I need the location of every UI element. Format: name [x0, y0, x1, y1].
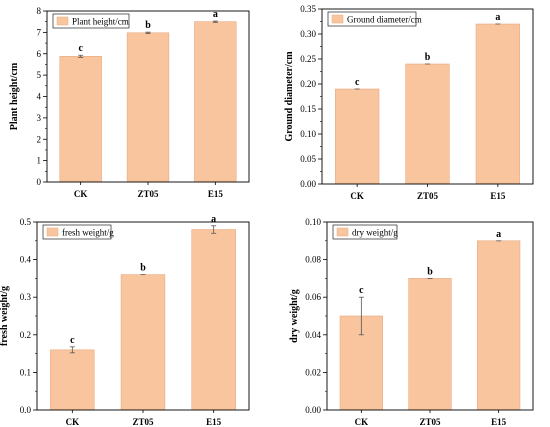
y-tick-label: 0.00	[300, 179, 316, 189]
significance-label-e15: a	[496, 229, 501, 240]
y-tick-label: 0.08	[305, 255, 321, 265]
y-tick-label: 0.02	[305, 367, 321, 377]
y-tick-label: 0.3	[20, 292, 32, 302]
bar-ck	[50, 349, 95, 411]
category-label-ck: CK	[350, 191, 364, 201]
plot-frame	[46, 10, 250, 183]
legend-box	[327, 11, 417, 27]
y-tick-label: 8	[37, 6, 42, 16]
chart-panel-1: c CK b ZT05 a E15 0 1 2 3 4 5 6 7 8 Plant height/cm Plan…	[9, 6, 250, 199]
legend-label: Plant height/cm	[72, 17, 129, 27]
bar-e15	[477, 240, 521, 411]
chart-panel-2: c CK b ZT05 a E15 0.00 0.05 0.10 0.15 0.20 0.25 0.30…	[284, 4, 534, 201]
y-axis-label: fresh weight/g	[0, 286, 10, 346]
category-label-e15: E15	[208, 189, 224, 199]
y-tick-label: 0.15	[300, 104, 316, 114]
legend-label: dry weight/g	[352, 228, 398, 238]
y-axis-label: dry weight/g	[289, 289, 300, 343]
bar-ck	[335, 88, 380, 185]
category-label-zt05: ZT05	[417, 191, 439, 201]
y-tick-label: 0	[37, 177, 42, 187]
legend-swatch	[56, 16, 69, 26]
bar-ck	[59, 56, 102, 183]
category-label-zt05: ZT05	[132, 417, 154, 427]
category-label-e15: E15	[490, 191, 506, 201]
y-tick-label: 4	[37, 92, 42, 102]
y-tick-label: 0.35	[300, 4, 316, 14]
y-tick-label: 0.4	[20, 255, 32, 265]
category-label-e15: E15	[491, 417, 507, 427]
y-tick-label: 0.10	[300, 129, 316, 139]
bar-zt05	[126, 32, 170, 183]
legend-label: fresh weight/g	[62, 228, 114, 238]
category-label-ck: CK	[66, 417, 80, 427]
y-tick-label: 0.00	[305, 405, 321, 415]
significance-label-e15: a	[495, 12, 500, 23]
y-axis-label: Ground diameter/cm	[284, 51, 295, 142]
bar-zt05	[405, 63, 450, 185]
y-tick-label: 0.06	[305, 292, 321, 302]
significance-label-ck: c	[359, 285, 364, 296]
category-label-ck: CK	[355, 417, 369, 427]
y-tick-label: 0.05	[300, 154, 316, 164]
category-label-e15: E15	[206, 417, 222, 427]
y-tick-label: 0.0	[20, 405, 32, 415]
chart-panel-3: c CK b ZT05 a E15 0.0 0.1 0.2 0.3 0.4 0.5 fresh weig…	[0, 214, 250, 427]
plot-frame	[321, 8, 534, 185]
significance-label-e15: a	[213, 9, 218, 20]
significance-label-ck: c	[70, 335, 75, 346]
y-tick-label: 0.20	[300, 79, 316, 89]
legend-swatch	[331, 14, 344, 24]
bar-zt05	[120, 274, 166, 411]
legend-box	[52, 13, 130, 29]
bar-e15	[194, 21, 237, 183]
significance-label-zt05: b	[140, 263, 146, 274]
bar-e15	[191, 229, 236, 411]
y-tick-label: 7	[37, 27, 42, 37]
y-tick-label: 0.10	[305, 217, 321, 227]
bar-zt05	[408, 278, 452, 411]
significance-label-zt05: b	[145, 20, 151, 31]
category-label-zt05: ZT05	[419, 417, 441, 427]
y-tick-label: 0.25	[300, 54, 316, 64]
plot-frame	[36, 221, 250, 411]
y-tick-label: 5	[37, 70, 42, 80]
y-tick-label: 2	[37, 134, 42, 144]
y-tick-label: 0.30	[300, 29, 316, 39]
y-tick-label: 1	[37, 156, 42, 166]
y-tick-label: 3	[37, 113, 42, 123]
y-tick-label: 0.2	[20, 330, 31, 340]
category-label-ck: CK	[74, 189, 88, 199]
legend-swatch	[46, 227, 59, 237]
y-tick-label: 0.1	[20, 367, 31, 377]
legend-box	[42, 224, 112, 240]
y-axis-label: Plant height/cm	[9, 62, 20, 130]
significance-label-ck: c	[78, 43, 83, 54]
y-tick-label: 0.5	[20, 217, 32, 227]
legend-box	[332, 224, 398, 240]
bar-ck	[339, 315, 383, 411]
significance-label-ck: c	[355, 77, 360, 88]
significance-label-zt05: b	[427, 266, 433, 277]
significance-label-e15: a	[211, 214, 216, 225]
plot-frame	[326, 221, 534, 411]
legend-label: Ground diameter/cm	[347, 15, 422, 25]
bar-e15	[475, 23, 520, 185]
category-label-zt05: ZT05	[137, 189, 159, 199]
legend-swatch	[336, 227, 349, 237]
significance-label-zt05: b	[425, 52, 431, 63]
chart-panel-4: c CK b ZT05 a E15 0.00 0.02 0.04 0.06 0.08 0.10 dry …	[289, 217, 534, 427]
y-tick-label: 6	[37, 49, 42, 59]
y-tick-label: 0.04	[305, 330, 321, 340]
